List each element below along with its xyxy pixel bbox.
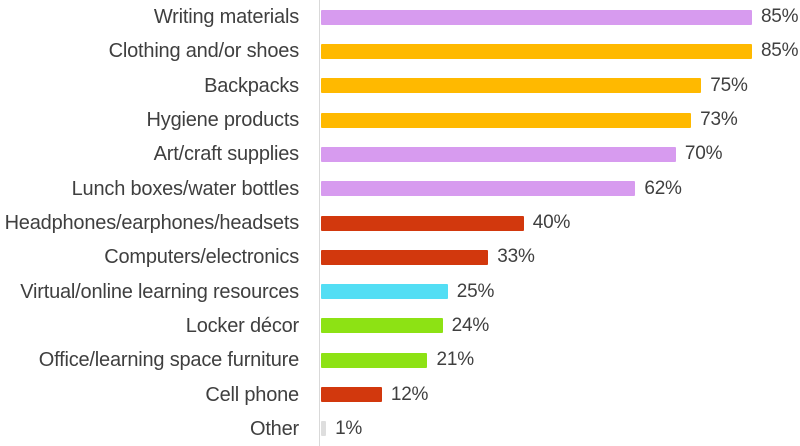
category-label: Other xyxy=(249,417,299,440)
category-label: Virtual/online learning resources xyxy=(20,280,299,303)
plot-area: 24% xyxy=(319,308,800,344)
value-label: 73% xyxy=(700,109,738,131)
bar xyxy=(321,146,676,162)
bar xyxy=(321,284,448,300)
category-label: Office/learning space furniture xyxy=(38,349,299,372)
chart-row: Hygiene products 73% xyxy=(0,102,800,138)
bar xyxy=(321,9,752,25)
value-label: 85% xyxy=(760,6,799,28)
category-label: Clothing and/or shoes xyxy=(108,40,300,63)
category-label: Art/craft supplies xyxy=(153,143,300,166)
value-label: 40% xyxy=(532,212,571,234)
plot-area: 21% xyxy=(319,343,800,378)
bar xyxy=(321,215,524,231)
plot-area: 25% xyxy=(319,274,800,309)
category-label: Lunch boxes/water bottles xyxy=(71,177,300,200)
plot-area: 33% xyxy=(319,240,800,275)
plot-area: 75% xyxy=(319,68,800,103)
category-label: Hygiene products xyxy=(146,109,300,132)
bar xyxy=(321,249,489,265)
category-label: Writing materials xyxy=(153,6,299,29)
bar xyxy=(321,43,752,59)
category-label: Locker décor xyxy=(185,314,299,337)
value-label: 33% xyxy=(497,246,535,268)
bar xyxy=(321,112,692,128)
bar xyxy=(321,352,428,368)
category-label: Computers/electronics xyxy=(104,246,299,269)
chart-row: Headphones/earphones/headsets 40% xyxy=(0,205,800,241)
chart-row: Office/learning space furniture 21% xyxy=(0,343,800,378)
value-label: 24% xyxy=(451,314,490,336)
category-label: Backpacks xyxy=(204,74,299,97)
chart-row: Lunch boxes/water bottles 62% xyxy=(0,171,800,206)
value-label: 1% xyxy=(335,417,363,439)
chart-row: Cell phone 12% xyxy=(0,377,800,412)
plot-area: 85% xyxy=(319,0,800,35)
value-label: 25% xyxy=(456,280,495,302)
bar xyxy=(321,78,702,94)
value-label: 62% xyxy=(644,177,682,199)
value-label: 85% xyxy=(760,40,799,62)
chart-row: Writing materials 85% xyxy=(0,0,800,35)
plot-area: 70% xyxy=(319,137,800,172)
plot-area: 62% xyxy=(319,171,800,206)
bar xyxy=(321,318,443,334)
value-label: 12% xyxy=(390,383,429,405)
value-label: 75% xyxy=(710,74,748,96)
chart-row: Computers/electronics 33% xyxy=(0,240,800,275)
plot-area: 12% xyxy=(319,377,800,412)
chart-row: Virtual/online learning resources 25% xyxy=(0,274,800,309)
category-label: Cell phone xyxy=(205,383,299,406)
chart-row: Clothing and/or shoes 85% xyxy=(0,34,800,69)
bar xyxy=(321,387,382,403)
chart-row: Backpacks 75% xyxy=(0,68,800,103)
plot-area: 73% xyxy=(319,102,800,138)
bar xyxy=(321,181,636,197)
chart-row: Locker décor 24% xyxy=(0,308,800,344)
plot-area: 40% xyxy=(319,205,800,241)
value-label: 21% xyxy=(436,349,474,371)
bar xyxy=(321,421,327,437)
chart-row: Art/craft supplies 70% xyxy=(0,137,800,172)
plot-area: 1% xyxy=(319,411,800,446)
chart-row: Other 1% xyxy=(0,411,800,446)
category-label: Headphones/earphones/headsets xyxy=(4,212,300,235)
plot-area: 85% xyxy=(319,34,800,69)
value-label: 70% xyxy=(684,143,723,165)
